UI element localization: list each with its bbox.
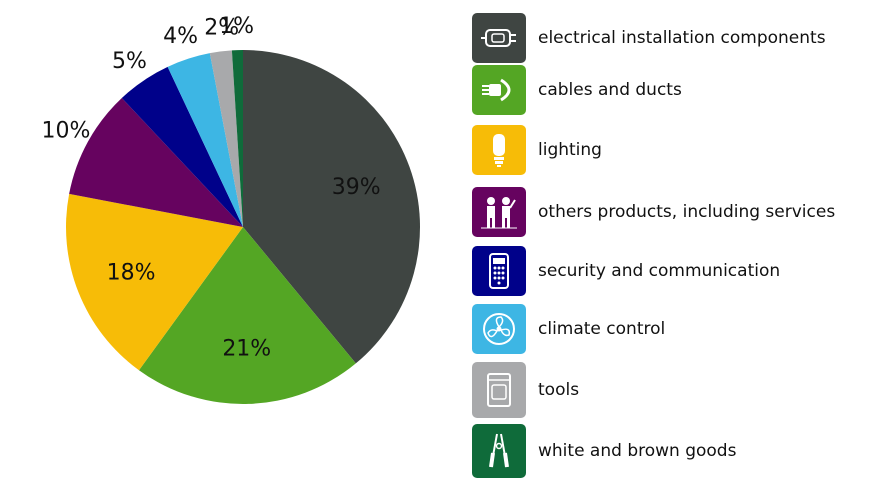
pie-slice-0 bbox=[243, 50, 421, 364]
legend-item-tools: tools bbox=[472, 362, 579, 418]
legend-label: others products, including services bbox=[538, 202, 836, 222]
pie-label-2: 18% bbox=[107, 260, 156, 285]
people-icon bbox=[472, 187, 526, 237]
pie-slice-6 bbox=[209, 50, 243, 227]
legend-item-white-and-brown-goods: white and brown goods bbox=[472, 424, 736, 478]
appliance-icon bbox=[472, 362, 526, 418]
pie-labels: 39% 21% 18% 10% 5% 4% 2%1% bbox=[42, 14, 381, 361]
legend-item-lighting: lighting bbox=[472, 125, 602, 175]
legend-label: security and communication bbox=[538, 261, 781, 281]
pie-label-6: 2% bbox=[204, 16, 239, 41]
pie-label-5: 4% bbox=[163, 24, 198, 49]
pie-slice-7 bbox=[231, 50, 243, 227]
legend-item-electrical-installation-components: electrical installation components bbox=[472, 13, 826, 63]
legend-label: climate control bbox=[538, 319, 666, 339]
motor-icon bbox=[472, 13, 526, 63]
pliers-icon bbox=[472, 424, 526, 478]
pie-label-3: 10% bbox=[42, 119, 91, 144]
pie-slice-3 bbox=[69, 97, 243, 227]
pie-slices bbox=[65, 50, 421, 404]
legend-label: electrical installation components bbox=[538, 28, 826, 48]
pie-label-4: 5% bbox=[112, 49, 147, 74]
legend-item-others-products: others products, including services bbox=[472, 187, 835, 237]
fan-icon bbox=[472, 304, 526, 354]
legend-label: white and brown goods bbox=[538, 441, 737, 461]
pie-slice-1 bbox=[138, 227, 356, 404]
keypad-icon bbox=[472, 246, 526, 296]
legend-item-security-and-communication: security and communication bbox=[472, 246, 780, 296]
legend-label: lighting bbox=[538, 140, 602, 160]
pie-label-7: 1% bbox=[219, 14, 254, 39]
legend-item-cables-and-ducts: cables and ducts bbox=[472, 65, 682, 115]
light-bulb-icon bbox=[472, 125, 526, 175]
pie-label-0: 39% bbox=[332, 175, 381, 200]
legend-label: tools bbox=[538, 380, 580, 400]
pie-slice-5 bbox=[167, 53, 243, 227]
pie-label-1: 21% bbox=[222, 336, 271, 361]
pie-slice-4 bbox=[121, 66, 243, 227]
legend-item-climate-control: climate control bbox=[472, 304, 665, 354]
legend: electrical installation components cable… bbox=[472, 0, 892, 479]
pie-slice-2 bbox=[65, 193, 243, 371]
legend-label: cables and ducts bbox=[538, 80, 682, 100]
cable-icon bbox=[472, 65, 526, 115]
